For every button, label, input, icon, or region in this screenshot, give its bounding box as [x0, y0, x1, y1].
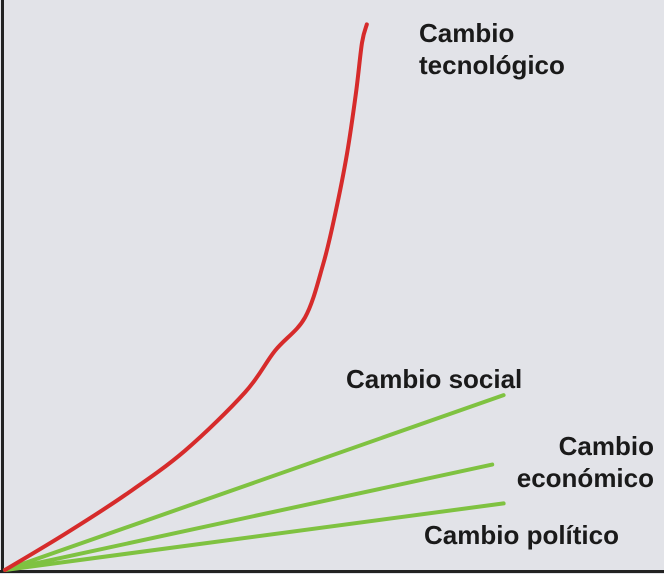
- series-label-cambio-politico: Cambio político: [424, 520, 619, 550]
- series-label-line: Cambio social: [346, 364, 522, 394]
- series-label-cambio-tecnologico: Cambio tecnológico: [419, 18, 565, 80]
- series-label-cambio-social: Cambio social: [346, 364, 522, 394]
- series-label-line: económico: [517, 463, 654, 493]
- series-line-cambio-tecnologico: [3, 22, 369, 572]
- series-label-line: Cambio: [559, 431, 654, 461]
- series-label-line: Cambio: [419, 18, 514, 48]
- series-label-cambio-economico: Cambio económico: [517, 431, 654, 493]
- series-label-line: tecnológico: [419, 50, 565, 80]
- series-line-cambio-social: [3, 393, 506, 572]
- series-line-cambio-economico: [3, 462, 495, 572]
- series-label-line: Cambio político: [424, 520, 619, 550]
- series-line-cambio-politico: [3, 501, 506, 572]
